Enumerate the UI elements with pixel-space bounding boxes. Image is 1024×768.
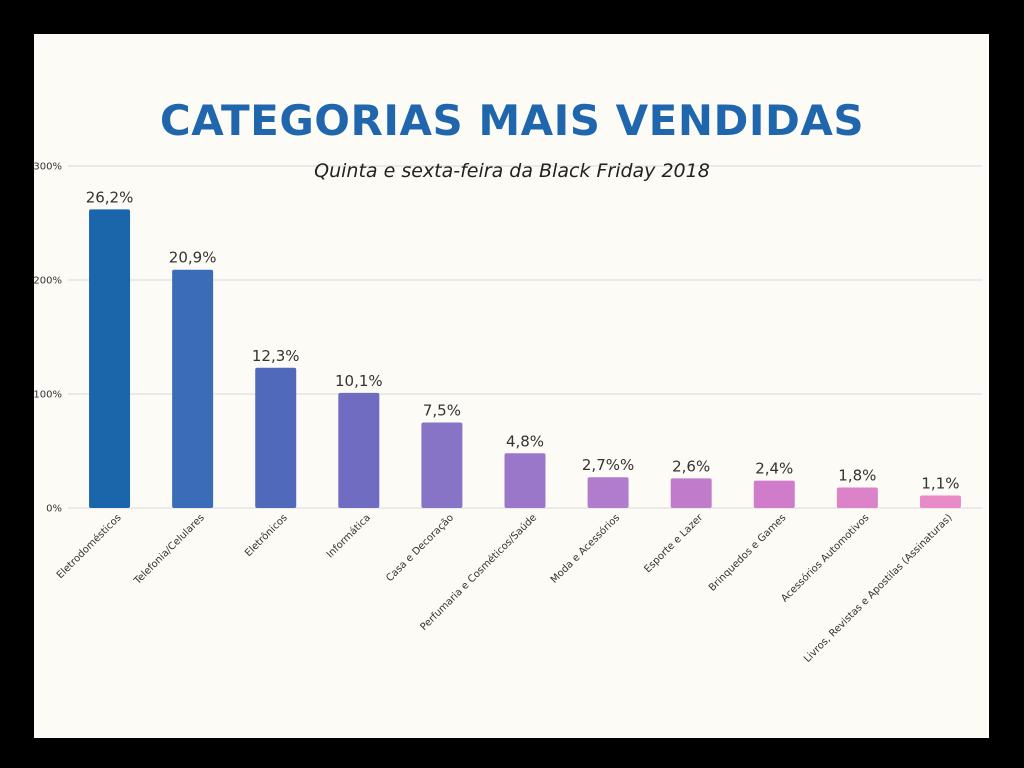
x-tick-label: Eletrodomésticos [54,512,123,581]
x-tick-label: Brinquedos e Games [707,512,788,593]
y-tick-label: 100% [33,390,62,401]
bar [172,269,214,508]
x-tick-label: Eletrônicos [242,512,289,559]
bar [421,422,463,508]
bar [753,480,795,508]
data-label: 2,6% [672,457,710,475]
data-label: 7,5% [423,402,461,420]
x-tick-label: Informática [324,512,373,561]
grid-lines [68,165,982,509]
y-tick-label: 200% [33,276,62,287]
bar [504,453,546,508]
bar [670,478,712,508]
data-label: 10,1% [335,372,383,390]
bar [587,477,629,508]
data-label: 4,8% [506,432,544,450]
data-label: 2,7%% [582,456,634,474]
y-tick-label: 300% [33,162,62,173]
x-tick-label: Esporte e Lazer [642,512,705,575]
data-label: 2,4% [755,460,793,478]
data-label: 1,1% [921,474,959,492]
bar [255,367,297,508]
category-labels: Eletrodomésticos Telefonia/Celulares Eletr… [54,512,954,665]
data-label: 1,8% [838,466,876,484]
value-labels: 26,2% 20,9% 12,3% 10,1% 7,5% 4,8% 2,7%% 2,6% 2,4… [86,188,960,492]
x-tick-label: Acessórios Automotivos [779,512,872,605]
x-tick-label: Moda e Acessórios [548,512,622,586]
bar [836,487,878,508]
chart-title: CATEGORIAS MAIS VENDIDAS [159,96,865,145]
bar [919,495,961,508]
x-tick-label: Telefonia/Celulares [132,512,207,587]
bar [338,392,380,508]
bar [89,209,131,508]
data-label: 26,2% [86,188,134,206]
y-tick-label: 0% [46,504,62,515]
bars [89,209,961,508]
chart-subtitle: Quinta e sexta-feira da Black Friday 201… [314,160,710,182]
data-label: 12,3% [252,347,300,365]
y-axis-ticks: 0% 100% 200% 300% [33,162,62,515]
data-label: 20,9% [169,249,217,267]
x-tick-label: Livros, Revistas e Apostilas (Assinatura… [802,512,955,665]
x-tick-label: Casa e Decoração [384,512,456,584]
